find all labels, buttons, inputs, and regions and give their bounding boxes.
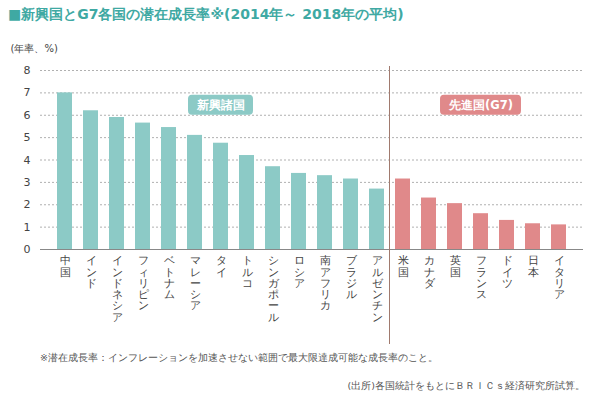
svg-text:マレーシア: マレーシア (190, 254, 201, 312)
svg-text:米国: 米国 (398, 254, 409, 278)
svg-text:1: 1 (24, 221, 31, 234)
html-text:■新興国とG7各国の潜在成長率※(2014年～ 2018年の: ■新興国とG7各国の潜在成長率※(2014年～ 2018年の平均) (8, 6, 404, 22)
svg-text:カナダ: カナダ (424, 254, 436, 289)
svg-text:先進国(G7): 先進国(G7) (448, 98, 513, 112)
svg-text:英国: 英国 (450, 254, 461, 278)
html-text:※潜在成長率：インフレーションを加速させない範囲で最大限達成: ※潜在成長率：インフレーションを加速させない範囲で最大限達成可能な成長率のこと。 (40, 352, 438, 363)
svg-text:4: 4 (24, 154, 31, 167)
svg-text:8: 8 (24, 64, 31, 77)
svg-text:フランス: フランス (476, 254, 487, 301)
svg-text:トルコ: トルコ (242, 254, 253, 289)
svg-text:中国: 中国 (60, 254, 71, 278)
svg-text:ドイツ: ドイツ (502, 254, 513, 289)
svg-text:2: 2 (24, 198, 31, 211)
html-text:(出所)各国統計をもとにＢＲＩＣｓ経済研究所試算。: (出所)各国統計をもとにＢＲＩＣｓ経済研究所試算。 (347, 380, 585, 391)
svg-text:南アフリカ: 南アフリカ (320, 254, 331, 312)
svg-text:シンガポール: シンガポール (268, 254, 280, 323)
svg-text:インドネシア: インドネシア (112, 254, 123, 323)
svg-text:6: 6 (24, 109, 31, 122)
svg-text:イタリア: イタリア (554, 254, 565, 301)
svg-text:インド: インド (86, 254, 97, 289)
svg-text:フィリピン: フィリピン (138, 254, 149, 312)
svg-text:3: 3 (24, 176, 31, 189)
svg-text:ベトナム: ベトナム (164, 254, 175, 301)
svg-text:ロシア: ロシア (294, 254, 305, 289)
svg-text:タイ: タイ (216, 254, 227, 278)
svg-text:0: 0 (24, 243, 31, 256)
svg-text:日本: 日本 (528, 254, 539, 278)
svg-text:ブラジル: ブラジル (346, 254, 358, 301)
svg-text:アルゼンチン: アルゼンチン (372, 254, 384, 323)
svg-text:7: 7 (24, 86, 31, 99)
svg-text:5: 5 (24, 131, 31, 144)
svg-text:(年率、%): (年率、%) (11, 43, 58, 54)
svg-text:新興諸国: 新興諸国 (196, 98, 245, 112)
